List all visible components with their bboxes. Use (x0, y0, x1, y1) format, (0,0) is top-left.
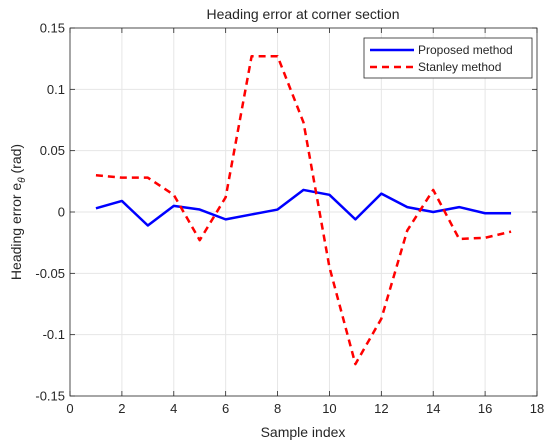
x-tick-label: 8 (274, 401, 281, 416)
x-tick-label: 14 (426, 401, 440, 416)
legend-box (363, 37, 533, 79)
y-tick-label: -0.1 (43, 327, 65, 342)
series-group (95, 54, 512, 366)
x-tick-label: 16 (478, 401, 492, 416)
y-tick-label: 0.15 (40, 21, 65, 36)
x-tick-label: 4 (170, 401, 177, 416)
legend: Proposed method Stanley method (363, 37, 533, 79)
y-tick-label: -0.05 (35, 266, 65, 281)
axes (69, 27, 538, 397)
grid (69, 27, 538, 397)
x-tick-label: 2 (118, 401, 125, 416)
x-tick-label: 12 (374, 401, 388, 416)
y-tick-label: -0.15 (35, 389, 65, 404)
legend-label-proposed: Proposed method (418, 43, 513, 57)
y-axis-label-unit: (rad) (8, 144, 24, 177)
x-axis-label: Sample index (261, 424, 346, 440)
x-tick-label: 18 (530, 401, 544, 416)
series-line-proposed (95, 188, 512, 227)
x-tick-label: 0 (66, 401, 73, 416)
y-tick-label: 0 (58, 205, 65, 220)
y-tick-label: 0.1 (47, 82, 65, 97)
y-axis-label-subscript: θ (17, 177, 28, 183)
x-tick-label: 6 (222, 401, 229, 416)
y-tick-label: 0.05 (40, 143, 65, 158)
y-axis-label-main: Heading error e (8, 183, 24, 280)
series-line-stanley (95, 54, 512, 366)
tick-labels: 0 2 4 6 8 10 12 14 16 18 -0.15 -0.1 -0.05 0 0.05 0.1 0.1… (35, 21, 544, 417)
y-axis-label: Heading error eθ (rad) (8, 144, 28, 280)
chart-title: Heading error at corner section (207, 6, 400, 22)
legend-label-stanley: Stanley method (418, 60, 501, 74)
x-tick-label: 10 (322, 401, 336, 416)
